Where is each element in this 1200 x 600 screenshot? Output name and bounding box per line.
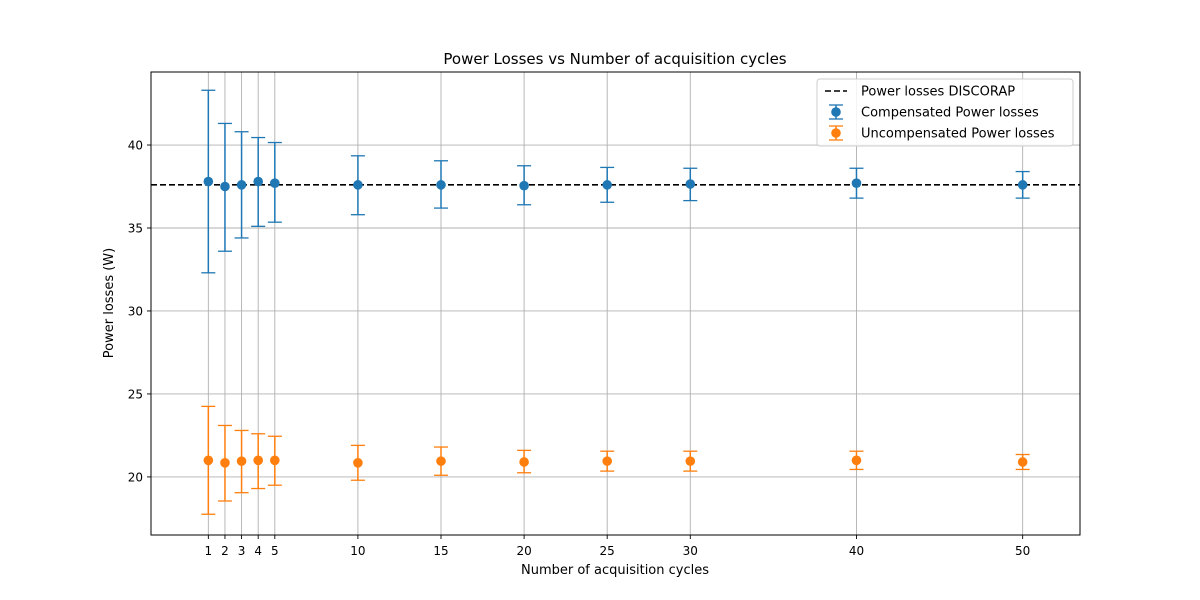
data-point [220, 181, 230, 192]
y-tick-label: 35 [128, 221, 143, 235]
data-point [270, 178, 280, 188]
legend-label-reference: Power losses DISCORAP [861, 85, 1015, 100]
data-point [1017, 180, 1028, 190]
x-tick-label: 25 [600, 544, 615, 558]
data-point [519, 457, 529, 467]
data-point [203, 455, 214, 466]
data-point [253, 455, 263, 466]
series-1 [201, 405, 1030, 515]
y-tick-label: 40 [128, 139, 143, 153]
y-tick-label: 30 [128, 304, 143, 318]
data-point [253, 176, 263, 187]
x-tick-label: 40 [849, 544, 864, 558]
data-point [220, 458, 230, 468]
legend-label: Uncompensated Power losses [861, 127, 1055, 142]
y-tick-label: 25 [128, 387, 143, 401]
data-point [519, 180, 529, 191]
legend-box [816, 78, 1074, 147]
data-point [236, 180, 247, 190]
x-tick-label: 1 [205, 544, 213, 558]
x-tick-label: 3 [238, 544, 246, 558]
legend: Power losses DISCORAP Compensated Power l… [816, 78, 1074, 147]
chart-title: Power Losses vs Number of acquisition cy… [443, 50, 786, 68]
data-point [685, 179, 696, 189]
legend-label: Compensated Power losses [861, 106, 1039, 121]
y-axis: 20 25 30 35 40 [128, 139, 151, 484]
series-0 [201, 89, 1030, 274]
data-point [203, 176, 214, 187]
data-point [602, 180, 612, 190]
y-axis-label: Power losses (W) [102, 248, 117, 358]
data-point [436, 180, 446, 190]
x-tick-label: 5 [271, 544, 279, 558]
data-point [851, 178, 862, 188]
x-axis: 1 2 3 4 5 10 15 20 25 30 40 50 [205, 535, 1030, 558]
x-tick-label: 30 [683, 544, 698, 558]
data-point [602, 456, 612, 466]
x-tick-label: 50 [1015, 544, 1030, 558]
data-point [436, 456, 446, 466]
data-point [353, 180, 363, 190]
legend-swatch-marker [831, 107, 841, 117]
legend-swatch-marker [831, 128, 841, 138]
data-point [685, 456, 696, 466]
data-point [270, 455, 280, 466]
x-tick-label: 2 [221, 544, 229, 558]
x-axis-label: Number of acquisition cycles [521, 563, 709, 578]
x-tick-label: 20 [516, 544, 531, 558]
y-tick-label: 20 [128, 470, 143, 484]
data-point [851, 455, 862, 466]
plot-frame [150, 71, 1081, 536]
x-tick-label: 10 [350, 544, 365, 558]
data-point [353, 458, 363, 468]
series-layer [201, 89, 1030, 515]
x-tick-label: 4 [254, 544, 262, 558]
data-point [1017, 457, 1028, 467]
data-point [236, 456, 247, 466]
x-tick-label: 15 [433, 544, 448, 558]
